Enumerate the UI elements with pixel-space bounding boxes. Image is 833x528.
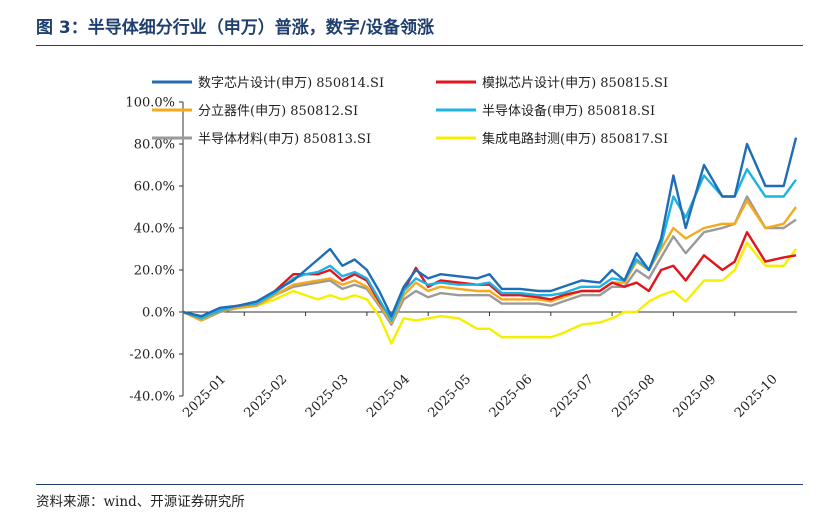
series-line bbox=[182, 137, 798, 318]
legend-label: 模拟芯片设计(申万) 850815.SI bbox=[482, 76, 668, 91]
y-tick-label: 80.0% bbox=[134, 138, 175, 153]
legend: 数字芯片设计(申万) 850814.SI 模拟芯片设计(申万) 850815.SI… bbox=[152, 76, 668, 147]
series-lines bbox=[182, 137, 798, 345]
y-tick-label: 60.0% bbox=[134, 180, 175, 195]
y-tick-label: -20.0% bbox=[129, 348, 175, 363]
series-line bbox=[182, 167, 797, 322]
title-divider bbox=[36, 45, 803, 46]
legend-label: 集成电路封测(申万) 850817.SI bbox=[482, 131, 668, 147]
legend-label: 半导体设备(申万) 850818.SI bbox=[482, 103, 655, 119]
x-tick-label: 2025-05 bbox=[425, 372, 474, 421]
x-tick-label: 2025-09 bbox=[671, 372, 720, 421]
x-tick-label: 2025-07 bbox=[548, 372, 597, 421]
legend-label: 半导体材料(申万) 850813.SI bbox=[198, 132, 371, 147]
figure-title: 图 3：半导体细分行业（申万）普涨，数字/设备领涨 bbox=[36, 18, 434, 38]
x-tick-label: 2025-04 bbox=[364, 372, 413, 421]
y-axis-ticks: 100.0% 80.0% 60.0% 40.0% 20.0% 0.0% -20.0% -40.… bbox=[125, 96, 183, 405]
y-tick-label: -40.0% bbox=[129, 390, 175, 405]
series-line bbox=[182, 241, 797, 345]
legend-label: 数字芯片设计(申万) 850814.SI bbox=[198, 76, 384, 91]
y-tick-label: 0.0% bbox=[142, 306, 175, 321]
source-note: 资料来源：wind、开源证券研究所 bbox=[36, 494, 245, 510]
y-tick-label: 20.0% bbox=[134, 264, 175, 279]
series-line bbox=[182, 199, 797, 324]
x-tick-label: 2025-06 bbox=[487, 372, 536, 421]
x-tick-label: 2025-10 bbox=[732, 372, 781, 421]
legend-label: 分立器件(申万) 850812.SI bbox=[198, 104, 358, 119]
y-tick-label: 100.0% bbox=[125, 96, 175, 111]
x-tick-label: 2025-01 bbox=[180, 372, 229, 421]
line-chart: 100.0% 80.0% 60.0% 40.0% 20.0% 0.0% -20.0% -40.… bbox=[125, 76, 798, 421]
source-divider bbox=[36, 484, 803, 485]
x-tick-label: 2025-03 bbox=[303, 372, 352, 421]
x-tick-label: 2025-02 bbox=[242, 372, 291, 421]
series-line bbox=[182, 195, 797, 326]
x-tick-label: 2025-08 bbox=[609, 372, 658, 421]
y-tick-label: 40.0% bbox=[134, 222, 175, 237]
